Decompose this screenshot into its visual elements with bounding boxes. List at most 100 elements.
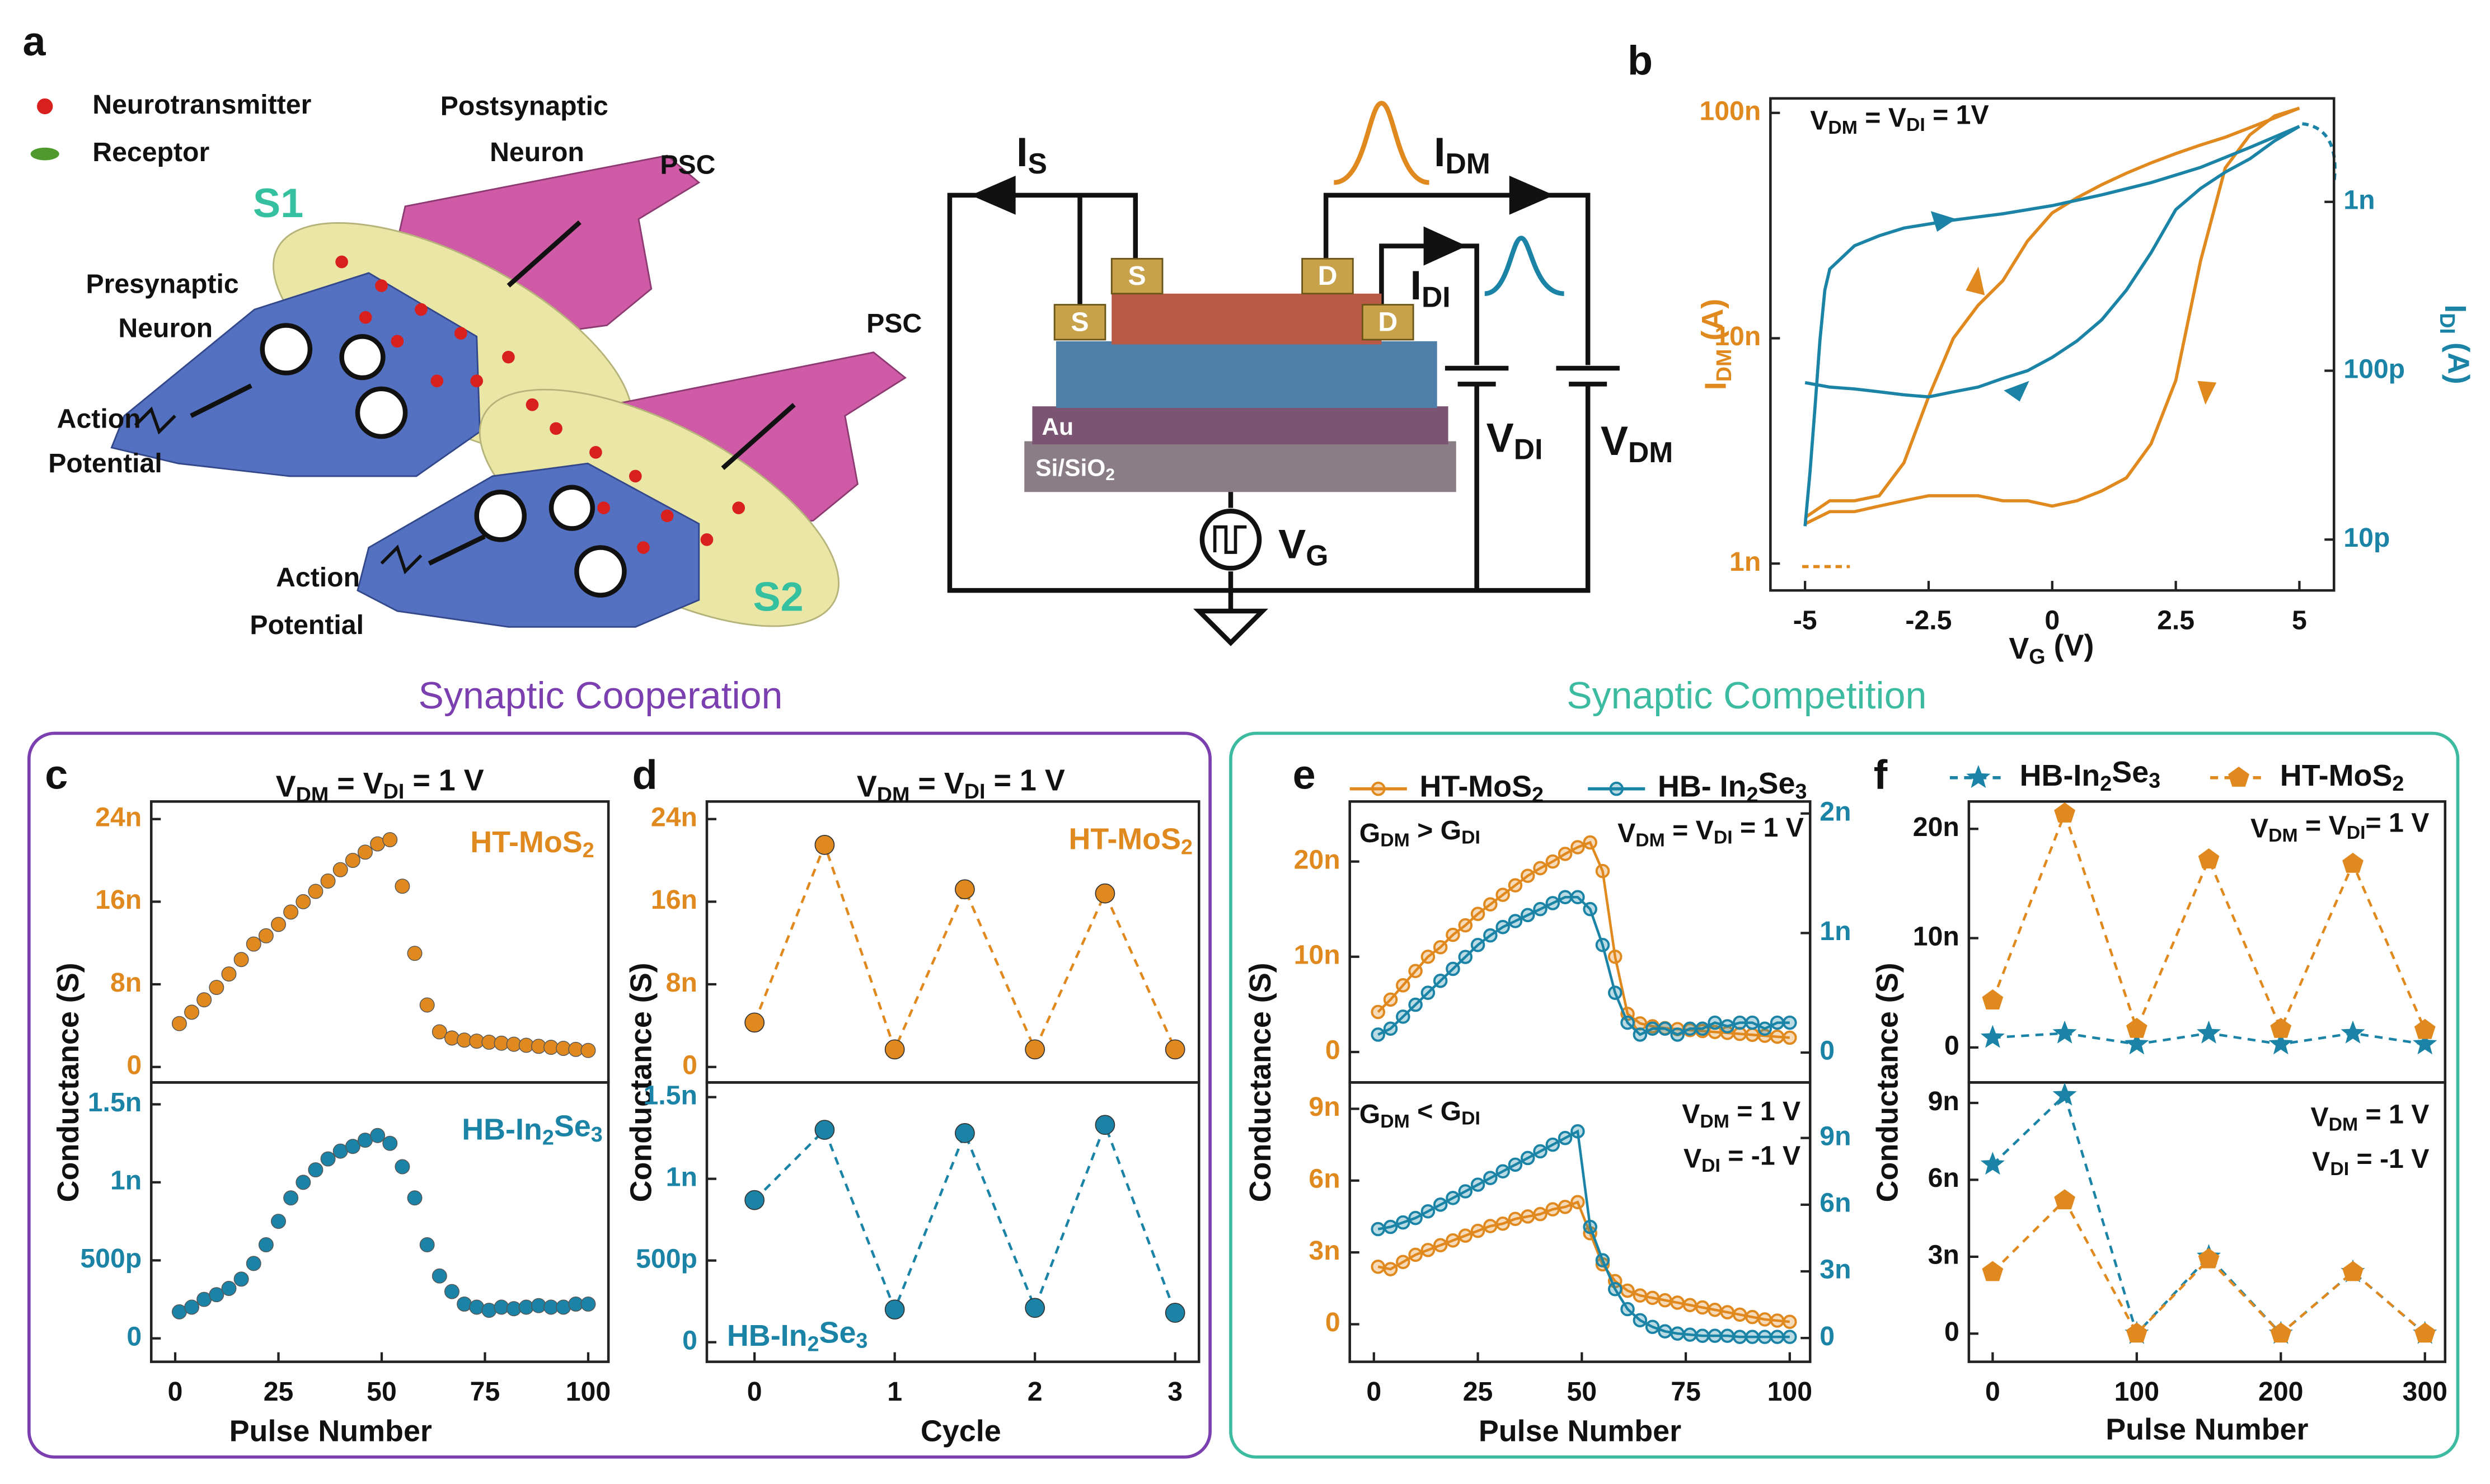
series-line [1991, 810, 2426, 1033]
marker [1383, 1262, 1398, 1276]
annotation-part: V [1684, 1143, 1701, 1173]
layer-label: Si/SiO2 [1035, 455, 1115, 484]
x-tick-label: 3 [1167, 1377, 1183, 1407]
series-label-part: Se [554, 1110, 591, 1143]
y-tick-label: 20n [1913, 812, 1959, 842]
marker [1609, 781, 1624, 796]
marker [2198, 1248, 2220, 1269]
plot-frame [1967, 800, 2447, 1084]
legend-label: HB- In2Se3 [1658, 767, 1807, 806]
y2-tick-label: 1n [1820, 916, 1851, 946]
y-tick-label: 0 [126, 1050, 142, 1080]
marker [1695, 1300, 1710, 1315]
marker [2052, 1020, 2077, 1044]
marker [1745, 1309, 1760, 1325]
marker [1982, 989, 2004, 1009]
annotation-part: G [1359, 1099, 1381, 1129]
voltage-label: VDI [1487, 415, 1543, 465]
section-frame [27, 731, 1212, 1459]
gate-electrode [1032, 406, 1448, 445]
chart-title: VDM = VDI = 1 V [857, 764, 1065, 806]
series-label-part: 2 [1181, 835, 1193, 858]
layer-label: Au [1042, 414, 1073, 440]
legend-label-part: 3 [1795, 779, 1807, 803]
y-tick-label: 10n [1714, 321, 1761, 351]
device: S S D D Au Si/SiO2 [1024, 257, 1456, 492]
label: PSC [660, 150, 715, 180]
marker [580, 1296, 596, 1312]
marker [1682, 1298, 1697, 1312]
marker [1708, 1015, 1722, 1030]
x-tick-label: 25 [1463, 1377, 1493, 1407]
marker [1570, 840, 1585, 854]
marker [1408, 997, 1423, 1012]
marker [1458, 1184, 1473, 1199]
annotation-part: G [1359, 818, 1381, 848]
marker [1396, 978, 1410, 993]
annotation-part: DM [1700, 1111, 1729, 1132]
marker [1383, 1021, 1398, 1036]
legend-label: HT-MoS2 [2280, 759, 2404, 795]
legend-label: Receptor [92, 137, 209, 167]
marker [407, 946, 423, 961]
x-tick-label: -5 [1793, 605, 1817, 636]
marker [1533, 1144, 1548, 1159]
plot-frame [1967, 1081, 2447, 1363]
series-label: HT-MoS2 [470, 825, 594, 862]
marker [1420, 1243, 1436, 1257]
marker [1520, 1150, 1535, 1166]
marker [469, 1299, 485, 1315]
marker [2270, 1322, 2292, 1343]
series-label-part: 3 [591, 1123, 603, 1146]
y-tick-label: 3n [1928, 1240, 1959, 1270]
x-tick-label: 50 [1567, 1377, 1597, 1407]
marker [1408, 1247, 1423, 1262]
series-line [1377, 840, 1790, 1039]
marker [1620, 1283, 1635, 1298]
legend-label-part: 3 [2149, 768, 2160, 792]
y-tick-label: 8n [110, 968, 142, 998]
marker [2126, 1322, 2147, 1343]
marker [332, 862, 348, 877]
current-label: IDM [1434, 129, 1490, 179]
synapse-illustration: a Neurotransmitter Receptor Postsynaptic… [23, 18, 922, 640]
marker [1433, 1197, 1448, 1212]
panel-letter: f [1874, 751, 1888, 797]
marker [2342, 1261, 2364, 1281]
marker [1371, 1222, 1385, 1237]
pulse-shape [1333, 101, 1430, 185]
annotation-part: DI [1714, 827, 1733, 848]
marker [2270, 1017, 2292, 1038]
annotation-part: = 1 V [1729, 1096, 1800, 1126]
marker [1533, 1206, 1548, 1222]
marker [1483, 928, 1498, 943]
dashed-arrow [2302, 122, 2337, 183]
marker [1520, 868, 1535, 883]
annotation-part: = V [2298, 810, 2347, 840]
y-tick-label: 1.5n [88, 1087, 142, 1117]
legend-label-part: HT-MoS [1420, 770, 1532, 804]
marker [1658, 1021, 1672, 1036]
series-line [753, 841, 1176, 1053]
marker [1371, 1027, 1385, 1042]
marker [1595, 863, 1610, 879]
x-tick-label: 200 [2258, 1377, 2303, 1407]
chart-title-part: = 1 V [404, 764, 484, 797]
marker [1408, 964, 1423, 979]
annotation-part: > G [1410, 815, 1461, 846]
marker [1545, 896, 1560, 910]
marker [1757, 1330, 1772, 1344]
y-tick-label: 0 [1944, 1317, 1959, 1347]
legend-label-part: 2 [1532, 783, 1544, 806]
annotation: VDI = -1 V [2312, 1144, 2429, 1180]
marker [233, 1271, 249, 1287]
y2-axis-title-part: (A) [2441, 334, 2475, 384]
series-line [1991, 1093, 2426, 1336]
marker [1745, 1015, 1760, 1030]
y-tick-label: 100n [1699, 96, 1761, 126]
marker [1520, 908, 1535, 923]
marker [1783, 1330, 1797, 1344]
marker [884, 1299, 905, 1320]
marker [1165, 1303, 1185, 1323]
marker [320, 1151, 336, 1167]
